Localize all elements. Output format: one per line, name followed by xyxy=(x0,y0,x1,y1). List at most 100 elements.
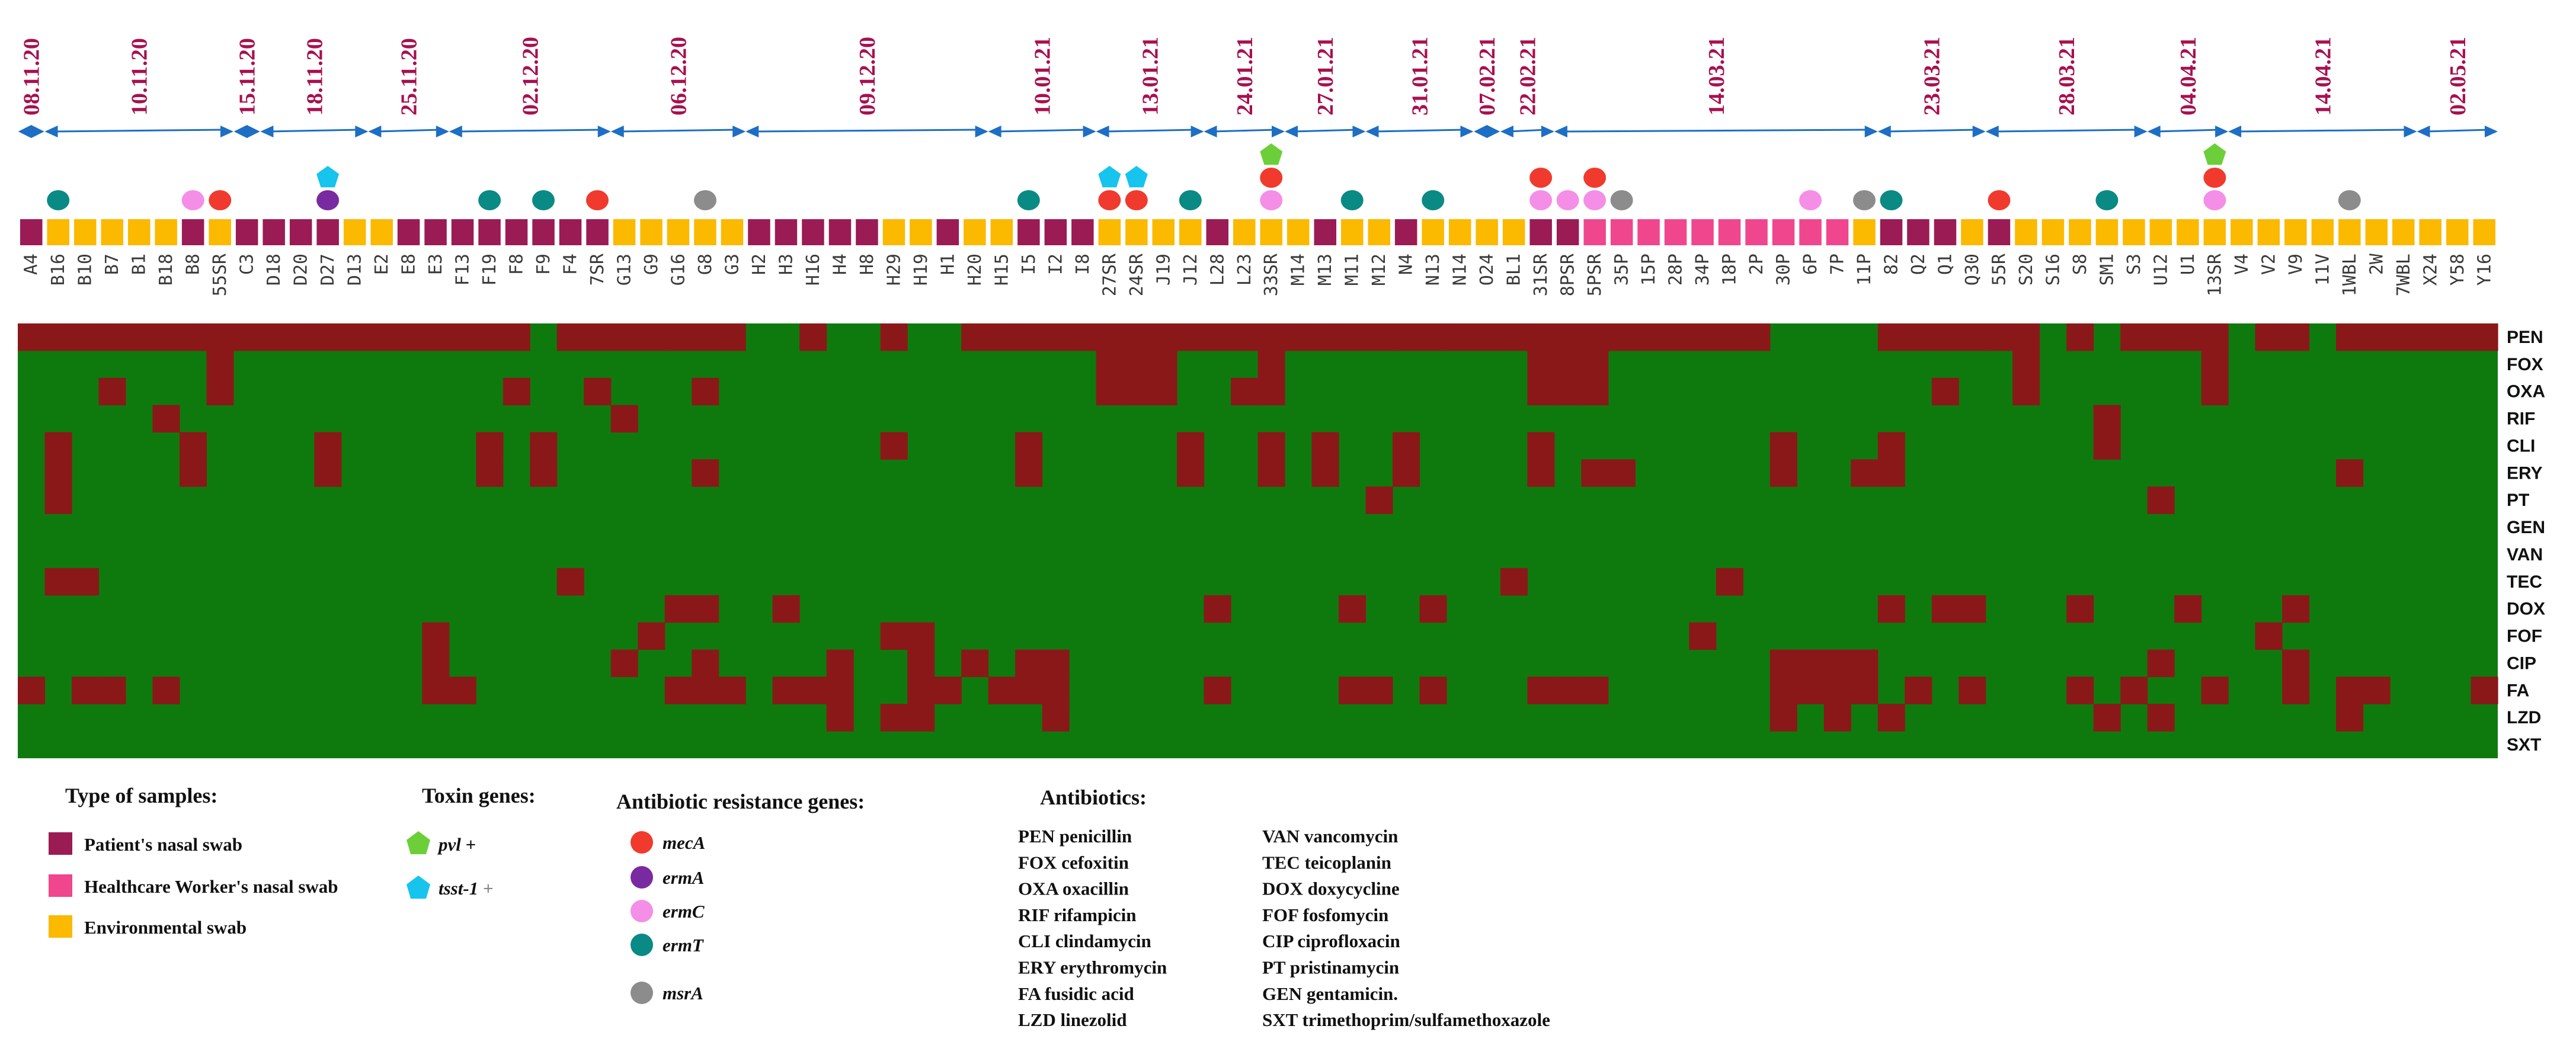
sample-id-27SR: 27SR xyxy=(1099,253,1120,296)
resistant-cell-FA-B7 xyxy=(98,677,126,704)
resistant-cell-CIP-E3 xyxy=(422,649,450,677)
resistant-cell-FA-30P xyxy=(1769,677,1797,704)
resistant-cell-PT-M12 xyxy=(1365,486,1393,514)
row-label-PEN: PEN xyxy=(2507,328,2543,347)
date-label-14.03.21: 14.03.21 xyxy=(1704,37,1729,116)
resistant-cell-PEN-2W xyxy=(2363,323,2391,351)
gene-mecA-13SR xyxy=(2203,168,2226,188)
resistant-cell-PEN-X24 xyxy=(2417,323,2444,351)
resistant-cell-PEN-33SR xyxy=(1257,323,1285,351)
type-square-S16 xyxy=(2041,219,2065,245)
sample-id-H16: H16 xyxy=(803,254,824,286)
date-label-07.02.21: 07.02.21 xyxy=(1475,37,1500,116)
gene-tsst1-D27 xyxy=(316,166,340,188)
type-square-I2 xyxy=(1044,219,1067,245)
resistant-cell-CLI-N4 xyxy=(1392,432,1420,460)
sample-id-E3: E3 xyxy=(425,254,446,275)
timeline-line-18.11.20 xyxy=(268,129,360,133)
sample-id-D27: D27 xyxy=(318,254,338,286)
resistant-cell-DOX-U1 xyxy=(2174,595,2202,623)
gene-msrA-G8 xyxy=(694,190,716,210)
date-label-02.12.20: 02.12.20 xyxy=(518,37,543,116)
resistant-cell-CLI-31SR xyxy=(1527,432,1555,460)
legend-ermC-dot xyxy=(631,900,653,922)
gene-ermC-13SR xyxy=(2203,190,2226,210)
type-square-31SR xyxy=(1529,219,1552,245)
type-square-M11 xyxy=(1341,219,1364,245)
sample-id-SM1: SM1 xyxy=(2097,254,2117,286)
resistant-cell-CIP-G8 xyxy=(692,649,719,677)
type-square-U1 xyxy=(2177,219,2199,245)
type-square-SM1 xyxy=(2095,219,2119,245)
sample-id-30P: 30P xyxy=(1774,254,1794,286)
resistant-cell-CIP-U12 xyxy=(2147,649,2175,677)
resistant-cell-FOX-27SR xyxy=(1096,350,1124,379)
sample-type-squares xyxy=(20,219,2495,245)
resistant-cell-OXA-33SR xyxy=(1257,377,1285,406)
timeline-arrow-right-06.12.20 xyxy=(732,126,746,137)
gene-tsst1-27SR xyxy=(1098,166,1121,188)
type-square-Q2 xyxy=(1907,219,1929,245)
timeline-arrow-right-22.02.21 xyxy=(1541,126,1554,137)
resistant-cell-FA-V9 xyxy=(2282,677,2310,704)
resistant-cell-FOX-55SR xyxy=(206,350,234,379)
type-square-H3 xyxy=(775,219,798,245)
legend-abx-PT: PT pristinamycin xyxy=(1262,957,1399,978)
resistant-cell-OXA-F8 xyxy=(503,377,530,406)
type-square-G9 xyxy=(640,219,663,245)
resistant-cell-FA-13SR xyxy=(2201,677,2229,704)
resistant-cell-DOX-M11 xyxy=(1338,595,1367,623)
timeline-arrow-left-09.12.20 xyxy=(745,126,759,137)
resistant-cell-OXA-24SR xyxy=(1123,377,1151,406)
resistant-cell-DOX-V9 xyxy=(2282,595,2310,623)
row-label-FOX: FOX xyxy=(2507,355,2543,374)
type-square-I5 xyxy=(1017,219,1040,245)
timeline-line-24.01.21 xyxy=(1212,129,1277,133)
resistant-cell-PEN-Y16 xyxy=(2471,323,2498,351)
timeline-arrow-right-25.11.20 xyxy=(436,126,449,137)
timeline-arrows xyxy=(18,125,2498,138)
type-square-H4 xyxy=(828,219,852,245)
resistant-cell-FA-G8 xyxy=(692,677,719,704)
timeline-arrow-left-27.01.21 xyxy=(1284,126,1298,137)
sample-id-I2: I2 xyxy=(1045,254,1066,275)
row-label-LZD: LZD xyxy=(2507,708,2541,727)
resistant-cell-OXA-G8 xyxy=(692,377,719,406)
resistant-cell-FOX-13SR xyxy=(2201,350,2229,379)
type-square-7SR xyxy=(586,219,609,245)
sample-id-V4: V4 xyxy=(2232,254,2252,275)
gene-msrA-11P xyxy=(1853,190,1876,210)
row-label-DOX: DOX xyxy=(2507,599,2545,619)
resistant-cell-CLI-M13 xyxy=(1311,432,1339,460)
type-square-J12 xyxy=(1179,219,1202,245)
legend-msrA-label: msrA xyxy=(663,983,703,1003)
timeline-line-02.05.21 xyxy=(2425,129,2490,133)
gene-ermC-8PSR xyxy=(1556,190,1579,210)
resistant-cell-FA-M11 xyxy=(1338,677,1367,704)
sample-id-H3: H3 xyxy=(776,254,796,275)
sample-id-E8: E8 xyxy=(399,254,420,275)
sample-id-1WBL: 1WBL xyxy=(2340,254,2360,296)
type-square-13SR xyxy=(2203,219,2226,245)
type-square-Q1 xyxy=(1934,219,1957,245)
resistant-cell-PEN-S3 xyxy=(2120,323,2148,351)
type-square-E2 xyxy=(370,219,393,245)
type-square-A4 xyxy=(20,219,43,245)
type-square-B18 xyxy=(155,219,177,245)
resistant-cell-PEN-E8 xyxy=(395,323,423,351)
legend-tsst1-label: tsst-1 + xyxy=(439,878,494,899)
resistant-cell-PEN-1WBL xyxy=(2336,323,2364,351)
resistant-cell-CIP-7P xyxy=(1823,649,1851,677)
gene-mecA-33SR xyxy=(1260,168,1283,188)
resistant-cell-PEN-M14 xyxy=(1284,323,1313,351)
legend-pvl-suffix: + xyxy=(461,834,476,855)
date-label-08.11.20: 08.11.20 xyxy=(20,38,44,116)
row-label-SXT: SXT xyxy=(2507,735,2541,755)
sample-id-J19: J19 xyxy=(1153,254,1174,286)
timeline-arrow-right-28.03.21 xyxy=(2134,126,2148,137)
sample-id-H15: H15 xyxy=(991,254,1012,286)
resistant-cell-FA-G16 xyxy=(664,677,692,704)
row-label-ERY: ERY xyxy=(2507,463,2543,483)
timeline-arrow-right-02.12.20 xyxy=(597,126,611,137)
gene-ermT-N13 xyxy=(1422,190,1445,210)
